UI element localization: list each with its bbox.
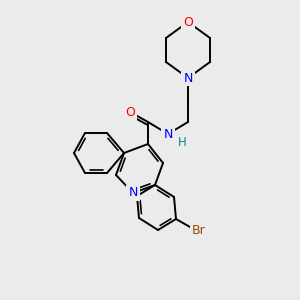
- Text: H: H: [178, 136, 186, 149]
- Text: O: O: [183, 16, 193, 28]
- Text: N: N: [163, 128, 173, 140]
- Text: N: N: [183, 71, 193, 85]
- Text: O: O: [125, 106, 135, 118]
- Text: N: N: [128, 187, 138, 200]
- Text: Br: Br: [192, 224, 206, 238]
